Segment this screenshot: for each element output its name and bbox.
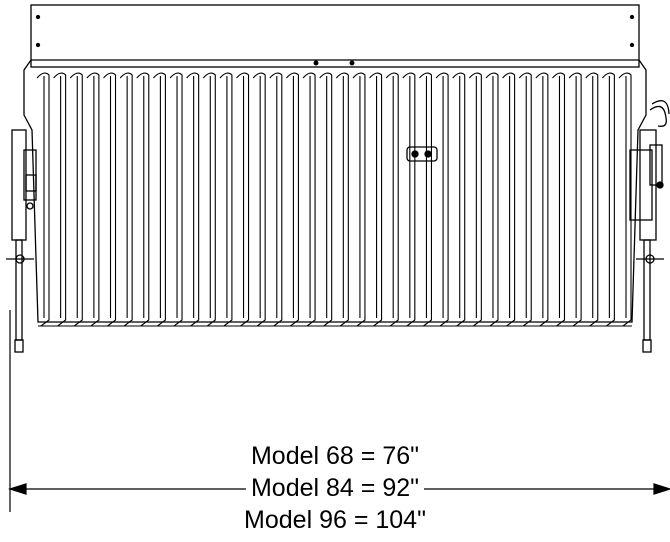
fin — [302, 72, 316, 327]
fin — [219, 72, 233, 327]
fin — [568, 72, 582, 327]
fin — [518, 72, 532, 327]
fin — [601, 72, 615, 327]
fin — [485, 72, 499, 327]
fin — [53, 72, 67, 327]
fin — [152, 72, 166, 327]
right-bracket — [629, 100, 670, 353]
fin — [169, 72, 183, 327]
fin — [319, 72, 333, 327]
top-housing — [30, 4, 640, 68]
fin — [618, 72, 632, 327]
arrow-right-icon — [653, 483, 670, 495]
fin — [103, 72, 117, 327]
fin — [269, 72, 283, 327]
fin — [468, 72, 482, 327]
fin — [419, 72, 433, 327]
body-outline — [23, 59, 647, 323]
fin — [535, 72, 549, 327]
fin — [119, 72, 133, 327]
dimension-label-model-68: Model 68 = 76" — [0, 440, 670, 472]
fin — [236, 72, 250, 327]
dimension-label-model-96: Model 96 = 104" — [0, 504, 670, 536]
frame — [6, 4, 670, 353]
dimension-label-model-84: Model 84 = 92" — [0, 472, 670, 504]
fin — [136, 72, 150, 327]
fin — [335, 72, 349, 327]
fin — [369, 72, 383, 327]
fin — [69, 72, 83, 327]
arrow-left-icon — [7, 483, 27, 495]
fin — [385, 72, 399, 327]
fin — [585, 72, 599, 327]
fin — [86, 72, 100, 327]
fin — [502, 72, 516, 327]
fin — [352, 72, 366, 327]
left-bracket — [6, 129, 37, 353]
fin — [452, 72, 466, 327]
fin — [552, 72, 566, 327]
fin — [186, 72, 200, 327]
dimension-labels: Model 68 = 76" Model 84 = 92" Model 96 =… — [0, 440, 670, 536]
fin-array — [36, 72, 632, 327]
fin — [435, 72, 449, 327]
fin — [36, 72, 50, 327]
center-latch — [406, 146, 438, 162]
fin — [252, 72, 266, 327]
fin — [402, 72, 416, 327]
fin — [286, 72, 299, 327]
fin — [202, 72, 216, 327]
